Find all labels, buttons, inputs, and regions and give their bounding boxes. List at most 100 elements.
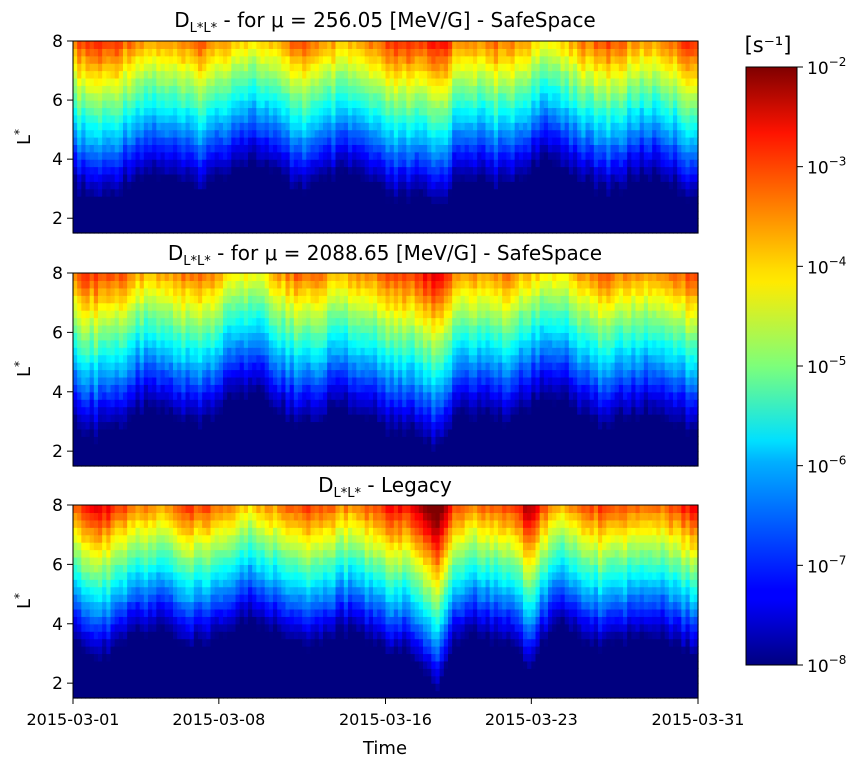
- heatmap-cell: [143, 77, 149, 86]
- heatmap-cell: [98, 347, 103, 356]
- heatmap-cell: [335, 114, 341, 123]
- heatmap-cell: [73, 144, 78, 153]
- heatmap-cell: [152, 317, 157, 326]
- heatmap-cell: [498, 151, 503, 160]
- heatmap-cell: [368, 166, 374, 175]
- heatmap-cell: [256, 181, 262, 190]
- heatmap-cell: [327, 55, 332, 64]
- heatmap-cell: [306, 55, 312, 64]
- heatmap-cell: [564, 129, 570, 138]
- heatmap-cell: [231, 63, 237, 72]
- heatmap-cell: [223, 414, 228, 423]
- heatmap-cell: [593, 114, 599, 123]
- heatmap-cell: [73, 77, 78, 86]
- heatmap-cell: [306, 77, 312, 86]
- heatmap-cell: [231, 218, 237, 227]
- heatmap-cell: [427, 48, 432, 57]
- heatmap-cell: [602, 48, 607, 57]
- heatmap-cell: [102, 63, 107, 72]
- heatmap-cell: [173, 414, 178, 423]
- heatmap-cell: [156, 347, 162, 356]
- heatmap-cell: [106, 188, 112, 197]
- heatmap-cell: [143, 399, 149, 408]
- heatmap-cell: [110, 362, 116, 371]
- heatmap-cell: [439, 55, 445, 64]
- heatmap-cell: [635, 137, 641, 145]
- heatmap-cell: [118, 188, 124, 197]
- heatmap-cell: [464, 196, 470, 205]
- heatmap-cell: [360, 70, 366, 79]
- heatmap-cell: [477, 114, 482, 123]
- heatmap-cell: [377, 196, 382, 205]
- heatmap-cell: [227, 280, 232, 289]
- heatmap-cell: [339, 77, 345, 86]
- heatmap-cell: [485, 151, 491, 160]
- heatmap-cell: [385, 203, 391, 212]
- heatmap-cell: [364, 85, 370, 94]
- heatmap-cell: [181, 280, 187, 289]
- heatmap-cell: [468, 196, 474, 205]
- heatmap-cell: [348, 210, 353, 219]
- heatmap-cell: [464, 203, 470, 212]
- heatmap-cell: [156, 406, 162, 415]
- heatmap-cell: [173, 317, 178, 326]
- heatmap-cell: [414, 144, 420, 153]
- heatmap-cell: [368, 181, 374, 190]
- heatmap-cell: [164, 166, 170, 175]
- heatmap-cell: [227, 295, 232, 304]
- heatmap-cell: [243, 137, 249, 145]
- heatmap-cell: [164, 129, 170, 138]
- heatmap-cell: [223, 173, 228, 182]
- heatmap-cell: [381, 41, 387, 49]
- heatmap-cell: [614, 41, 620, 49]
- heatmap-cell: [85, 151, 91, 160]
- heatmap-cell: [652, 92, 657, 101]
- heatmap-cell: [502, 100, 507, 109]
- heatmap-cell: [410, 151, 416, 160]
- heatmap-cell: [639, 63, 645, 72]
- heatmap-cell: [123, 339, 128, 348]
- heatmap-cell: [118, 443, 124, 452]
- heatmap-cell: [660, 203, 666, 212]
- heatmap-cell: [543, 55, 549, 64]
- heatmap-cell: [156, 458, 162, 467]
- heatmap-cell: [552, 55, 557, 64]
- heatmap-cell: [102, 414, 107, 423]
- heatmap-cell: [214, 310, 220, 319]
- heatmap-cell: [235, 107, 241, 116]
- heatmap-cell: [685, 225, 691, 234]
- heatmap-cell: [689, 166, 695, 175]
- heatmap-cell: [285, 129, 291, 138]
- heatmap-cell: [314, 196, 320, 205]
- heatmap-cell: [152, 384, 157, 393]
- heatmap-cell: [185, 173, 191, 182]
- heatmap-cell: [623, 218, 628, 227]
- heatmap-cell: [168, 362, 174, 371]
- heatmap-cell: [531, 100, 537, 109]
- heatmap-cell: [464, 159, 470, 168]
- heatmap-cell: [123, 129, 128, 138]
- heatmap-cell: [456, 122, 462, 131]
- heatmap-cell: [681, 48, 687, 57]
- heatmap-cell: [489, 129, 495, 138]
- heatmap-cell: [198, 280, 203, 289]
- heatmap-cell: [510, 77, 516, 86]
- heatmap-cell: [318, 70, 324, 79]
- heatmap-cell: [81, 280, 87, 289]
- panel-2: DL*L* - for μ = 2088.65 [MeV/G] - SafeSp…: [12, 241, 699, 467]
- heatmap-cell: [410, 166, 416, 175]
- heatmap-cell: [223, 302, 228, 311]
- heatmap-cell: [577, 114, 582, 123]
- heatmap-cell: [260, 129, 266, 138]
- heatmap-cell: [618, 122, 624, 131]
- heatmap-cell: [185, 225, 191, 234]
- heatmap-cell: [298, 203, 303, 212]
- heatmap-cell: [223, 151, 228, 160]
- heatmap-cell: [543, 114, 549, 123]
- heatmap-cell: [235, 181, 241, 190]
- heatmap-cell: [235, 166, 241, 175]
- heatmap-cell: [235, 92, 241, 101]
- heatmap-cell: [614, 225, 620, 234]
- heatmap-cell: [548, 85, 553, 94]
- heatmap-cell: [427, 77, 432, 86]
